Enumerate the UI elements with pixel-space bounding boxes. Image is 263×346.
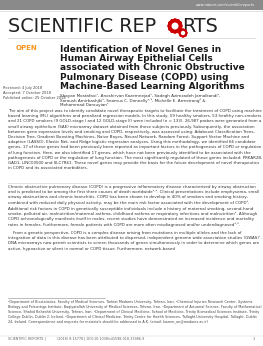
Text: Machine-Based Learning Algorithms: Machine-Based Learning Algorithms xyxy=(60,82,245,91)
Circle shape xyxy=(178,22,181,25)
Circle shape xyxy=(176,20,179,23)
Circle shape xyxy=(169,22,172,25)
Circle shape xyxy=(180,30,182,32)
Text: Shayan Mostafavi¹, Anoshirvan Kazemnejad¹, Sadegh Azimzadeh Jamalkandi²,: Shayan Mostafavi¹, Anoshirvan Kazemnejad… xyxy=(60,94,220,98)
Text: Chronic obstructive pulmonary disease (COPD) is a progressive inflammatory disea: Chronic obstructive pulmonary disease (C… xyxy=(8,185,259,227)
Text: Human Airway Epithelial Cells: Human Airway Epithelial Cells xyxy=(60,54,213,63)
Circle shape xyxy=(184,34,186,36)
Circle shape xyxy=(182,29,184,31)
Circle shape xyxy=(173,30,176,33)
Text: SCIENTIFIC REP: SCIENTIFIC REP xyxy=(8,17,156,36)
Circle shape xyxy=(171,29,174,33)
Circle shape xyxy=(182,35,184,37)
Circle shape xyxy=(169,20,180,31)
Text: associated with Chronic Obstructive: associated with Chronic Obstructive xyxy=(60,63,245,72)
Bar xyxy=(0,0,263,10)
Circle shape xyxy=(181,31,185,35)
Text: OPEN: OPEN xyxy=(16,45,38,51)
Circle shape xyxy=(171,20,174,23)
Circle shape xyxy=(179,25,182,28)
Text: Accepted: 7 October 2018: Accepted: 7 October 2018 xyxy=(3,91,51,95)
Text: RTS: RTS xyxy=(182,17,218,36)
Circle shape xyxy=(180,34,182,36)
Circle shape xyxy=(172,23,178,29)
Circle shape xyxy=(185,32,187,34)
Text: Published online: 25 October 2018: Published online: 25 October 2018 xyxy=(3,96,66,100)
Text: Mohammad Darouyian¹: Mohammad Darouyian¹ xyxy=(60,103,109,107)
Circle shape xyxy=(173,19,176,22)
Circle shape xyxy=(178,27,181,30)
Circle shape xyxy=(184,30,186,32)
Text: Soroush Amirbashjki³, Seamus C. Donnelly⁴·⁵, Michelle E. Armstrong⁶ &: Soroush Amirbashjki³, Seamus C. Donnelly… xyxy=(60,99,206,103)
Text: Received: 4 July 2018: Received: 4 July 2018 xyxy=(3,86,42,90)
Circle shape xyxy=(180,30,186,36)
Text: Identification of Novel Genes in: Identification of Novel Genes in xyxy=(60,45,221,54)
Text: ¹Department of Biostatistics, Faculty of Medical Sciences, Tarbiat Modares Unive: ¹Department of Biostatistics, Faculty of… xyxy=(8,300,261,324)
Circle shape xyxy=(169,27,172,30)
Text: Pulmonary Disease (COPD) using: Pulmonary Disease (COPD) using xyxy=(60,73,229,82)
Text: 1: 1 xyxy=(253,337,255,341)
Text: The aim of this project was to identify candidate novel therapeutic targets to f: The aim of this project was to identify … xyxy=(8,109,262,170)
Circle shape xyxy=(179,32,181,34)
Text: From a genetic perspective, COPD is a complex disease arising from mutations in : From a genetic perspective, COPD is a co… xyxy=(8,231,262,251)
Circle shape xyxy=(168,25,171,28)
Circle shape xyxy=(176,29,179,33)
Text: SCIENTIFIC REPORTS |          (2018) 8:15778 | DOI:10.1038/s41598-018-33986-9: SCIENTIFIC REPORTS | (2018) 8:15778 | DO… xyxy=(8,337,144,341)
Text: www.nature.com/scientificreports: www.nature.com/scientificreports xyxy=(196,3,255,7)
